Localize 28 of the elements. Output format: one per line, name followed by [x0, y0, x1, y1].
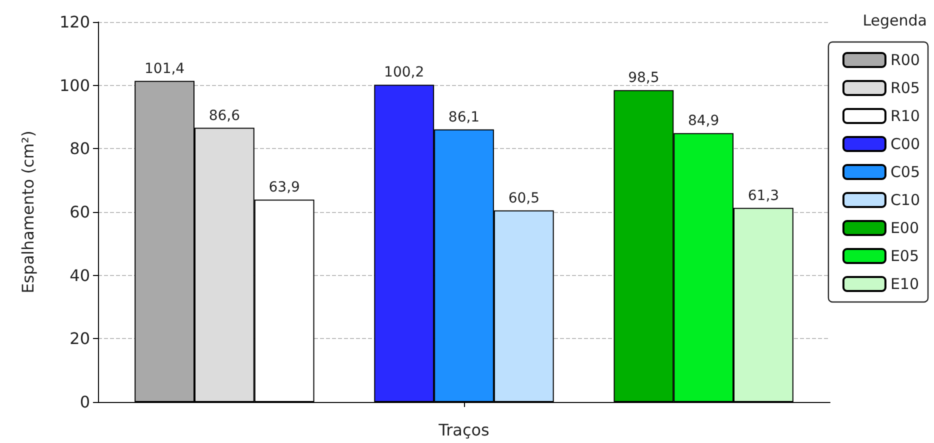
x-axis-title: Traços	[438, 420, 490, 440]
legend-label: E00	[890, 219, 920, 237]
legend-label: C05	[890, 163, 920, 181]
legend-label: R05	[890, 79, 920, 97]
legend-label: E10	[890, 275, 920, 293]
legend-label: C00	[890, 135, 920, 153]
data-label: 86,1	[448, 109, 480, 126]
data-label: 86,6	[208, 108, 240, 124]
y-tick-label: 20	[70, 329, 90, 348]
legend-label: R10	[890, 107, 920, 125]
data-label: 98,5	[628, 70, 660, 86]
y-tick-label: 0	[80, 392, 90, 412]
y-tick-label: 120	[59, 12, 90, 32]
legend-label: R00	[890, 51, 920, 69]
y-tick-label: 80	[70, 139, 90, 158]
data-label: 84,9	[688, 113, 720, 130]
y-tick-label: 60	[70, 202, 90, 222]
data-label: 63,9	[268, 180, 300, 196]
legend-label: E05	[890, 247, 920, 265]
data-label: 60,5	[508, 190, 540, 206]
y-tick-label: 40	[70, 266, 90, 285]
data-label: 100,2	[384, 64, 424, 81]
data-label: 101,4	[144, 60, 185, 77]
data-label: 61,3	[748, 188, 780, 204]
legend-label: C10	[890, 191, 920, 209]
legend-title: Legenda	[862, 12, 928, 30]
y-axis-title: Espalhamento (cm²)	[18, 130, 38, 294]
y-tick-label: 100	[59, 76, 90, 95]
